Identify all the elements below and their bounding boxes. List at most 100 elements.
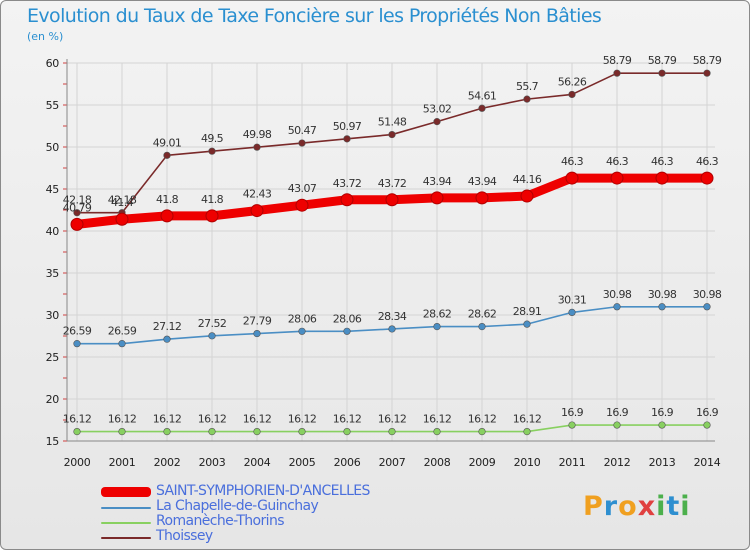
x-tick-label: 2003 bbox=[199, 456, 226, 469]
series-3-data-label: 42.18 bbox=[108, 194, 137, 207]
series-3-data-label: 42.18 bbox=[63, 194, 92, 207]
series-3-data-label: 53.02 bbox=[423, 103, 452, 116]
series-2-point bbox=[478, 427, 486, 436]
series-1-point bbox=[613, 303, 621, 311]
series-2-point bbox=[73, 427, 81, 436]
series-0-point bbox=[385, 193, 399, 207]
series-3-data-label: 51.48 bbox=[378, 116, 407, 129]
series-3-data-label: 55.7 bbox=[516, 80, 539, 93]
series-1-data-label: 27.52 bbox=[198, 317, 227, 330]
series-0-data-label: 43.72 bbox=[378, 177, 407, 190]
series-1-point bbox=[433, 322, 441, 331]
y-tick-label: 15 bbox=[46, 435, 60, 448]
series-2-data-label: 16.12 bbox=[378, 413, 407, 426]
series-1-point bbox=[163, 335, 171, 343]
series-0-data-label: 46.3 bbox=[651, 155, 674, 168]
x-tick-label: 2013 bbox=[649, 456, 676, 469]
logo-letter: o bbox=[618, 491, 638, 522]
y-tick-label: 45 bbox=[46, 183, 60, 196]
series-0-data-label: 41.4 bbox=[111, 196, 134, 209]
series-2-data-label: 16.12 bbox=[333, 413, 362, 426]
series-2-data-label: 16.9 bbox=[696, 406, 719, 419]
series-3-point bbox=[253, 143, 261, 151]
series-1-data-label: 28.34 bbox=[378, 310, 407, 323]
chart-title: Evolution du Taux de Taxe Foncière sur l… bbox=[27, 5, 602, 27]
series-0-point bbox=[160, 209, 174, 223]
series-3-point bbox=[568, 90, 576, 99]
x-tick-label: 2012 bbox=[604, 456, 631, 469]
series-1-point bbox=[568, 308, 576, 316]
series-1-data-label: 26.59 bbox=[108, 325, 137, 338]
legend-swatch-thoissey bbox=[101, 537, 151, 539]
series-1-point bbox=[478, 322, 486, 331]
y-tick-label: 50 bbox=[46, 141, 60, 154]
series-2-point bbox=[388, 427, 396, 436]
legend-swatch-saint-symphorien bbox=[101, 487, 151, 497]
series-0-data-label: 46.3 bbox=[696, 155, 719, 168]
series-2-point bbox=[433, 427, 441, 436]
legend-swatch-romaneche bbox=[101, 522, 151, 524]
y-tick-label: 60 bbox=[46, 57, 60, 70]
y-tick-label: 40 bbox=[46, 225, 60, 238]
series-3-data-label: 58.79 bbox=[603, 54, 632, 67]
series-0-point bbox=[610, 171, 624, 185]
series-0-data-label: 40.79 bbox=[63, 201, 92, 214]
series-2-data-label: 16.9 bbox=[606, 406, 629, 419]
series-0-point bbox=[250, 204, 264, 218]
series-0-point bbox=[520, 189, 534, 203]
y-tick-label: 25 bbox=[46, 351, 60, 364]
series-3-data-label: 58.79 bbox=[648, 54, 677, 67]
series-1-point bbox=[703, 303, 711, 311]
x-tick-label: 2002 bbox=[154, 456, 181, 469]
series-0-point bbox=[70, 217, 84, 231]
series-3-point bbox=[478, 104, 486, 112]
x-tick-label: 2005 bbox=[289, 456, 316, 469]
y-tick-label: 30 bbox=[46, 309, 60, 322]
y-tick-label: 35 bbox=[46, 267, 60, 280]
series-2-data-label: 16.12 bbox=[513, 413, 542, 426]
series-3-point bbox=[163, 151, 171, 159]
series-3-data-label: 54.61 bbox=[468, 89, 497, 102]
series-3-data-label: 49.01 bbox=[153, 136, 182, 149]
series-1-data-label: 28.62 bbox=[423, 308, 452, 321]
x-tick-label: 2009 bbox=[469, 456, 496, 469]
logo-letter: t bbox=[666, 491, 681, 522]
logo-letter: i bbox=[656, 491, 667, 522]
series-3-point bbox=[343, 135, 351, 143]
series-0-point bbox=[115, 212, 129, 226]
series-2-data-label: 16.9 bbox=[651, 406, 674, 419]
x-tick-label: 2008 bbox=[424, 456, 451, 469]
series-0-point bbox=[430, 191, 444, 205]
series-0-point bbox=[475, 191, 489, 205]
series-0-data-label: 46.3 bbox=[606, 155, 629, 168]
series-3-point bbox=[73, 209, 81, 217]
series-3-data-label: 49.5 bbox=[201, 132, 224, 145]
series-3-data-label: 56.26 bbox=[558, 75, 587, 88]
series-1-point bbox=[298, 327, 306, 335]
series-2-point bbox=[523, 427, 531, 436]
series-0-data-label: 43.72 bbox=[333, 177, 362, 190]
series-3-point bbox=[298, 139, 306, 147]
series-0-point bbox=[655, 171, 669, 185]
series-1-point bbox=[73, 340, 81, 348]
legend-label-saint-symphorien: SAINT-SYMPHORIEN-D'ANCELLES bbox=[156, 483, 370, 499]
series-0-data-label: 46.3 bbox=[561, 155, 584, 168]
series-2-point bbox=[658, 421, 666, 429]
unit-label: (en %) bbox=[27, 30, 64, 43]
series-2-data-label: 16.9 bbox=[561, 406, 584, 419]
series-2-data-label: 16.12 bbox=[288, 413, 317, 426]
legend-swatch-la-chapelle bbox=[101, 507, 151, 509]
series-0-data-label: 44.16 bbox=[513, 173, 542, 186]
x-tick-label: 2011 bbox=[559, 456, 586, 469]
series-1-point bbox=[658, 303, 666, 311]
series-2-data-label: 16.12 bbox=[468, 413, 497, 426]
series-0-point bbox=[295, 198, 309, 212]
series-1-data-label: 30.98 bbox=[648, 288, 677, 301]
series-1-point bbox=[388, 325, 396, 333]
series-1-point bbox=[523, 320, 531, 328]
series-1-data-label: 27.12 bbox=[153, 320, 182, 333]
series-2-point bbox=[298, 427, 306, 436]
series-3-data-label: 50.47 bbox=[288, 124, 317, 137]
series-3-point bbox=[703, 69, 711, 77]
